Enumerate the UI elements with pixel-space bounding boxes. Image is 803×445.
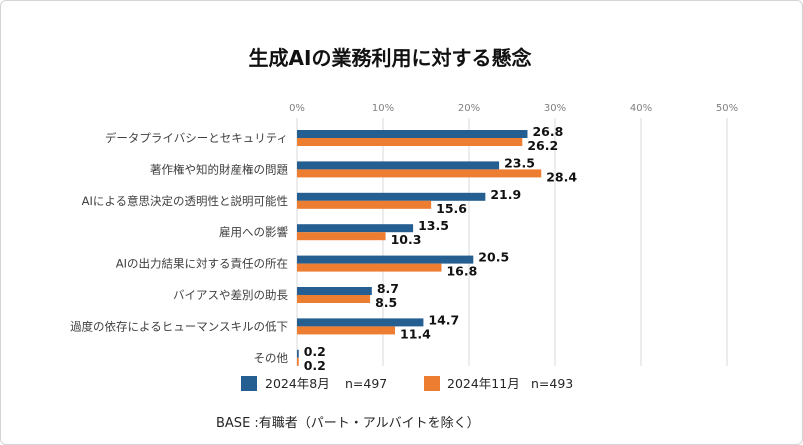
value-label-series-2: 0.2 <box>304 358 326 373</box>
value-label-series-1: 20.5 <box>478 250 509 265</box>
category-label: 雇用への影響 <box>219 225 288 239</box>
value-label-series-2: 26.2 <box>527 138 558 153</box>
bar-series-1 <box>297 287 372 295</box>
legend-label-series-1: 2024年8月 <box>265 376 330 391</box>
chart-title: 生成AIの業務利用に対する懸念 <box>249 46 532 70</box>
legend: 2024年8月 n=497 2024年11月 n=493 <box>241 376 573 391</box>
value-label-series-2: 15.6 <box>436 201 467 216</box>
category-label: その他 <box>254 351 289 365</box>
bar-series-2 <box>297 232 386 241</box>
value-label-series-2: 10.3 <box>391 232 422 247</box>
value-label-series-1: 14.7 <box>428 312 459 327</box>
bar-series-1 <box>297 318 424 327</box>
category-label: 著作権や知的財産権の問題 <box>150 162 288 176</box>
x-tick-label: 0% <box>289 103 305 114</box>
value-label-series-1: 0.2 <box>304 344 326 359</box>
bars <box>297 130 542 366</box>
x-tick-label: 40% <box>630 103 652 114</box>
bar-series-1 <box>297 192 486 201</box>
x-tick-label: 50% <box>716 103 738 114</box>
value-label-series-1: 23.5 <box>504 155 535 170</box>
bar-series-1 <box>297 130 528 138</box>
category-label: バイアスや差別の助長 <box>173 288 288 302</box>
x-tick-label: 30% <box>544 103 566 114</box>
bar-series-1 <box>297 255 474 264</box>
bar-series-2 <box>297 169 542 178</box>
value-label-series-2: 28.4 <box>546 169 577 184</box>
bar-series-2 <box>297 295 371 303</box>
value-label-series-2: 8.5 <box>375 295 397 310</box>
value-label-series-2: 16.8 <box>446 264 477 279</box>
legend-swatch-series-1 <box>241 376 257 391</box>
category-label: AIによる意思決定の透明性と説明可能性 <box>82 194 288 208</box>
bar-series-2 <box>297 263 442 272</box>
value-label-series-1: 8.7 <box>377 281 399 296</box>
value-label-series-1: 13.5 <box>418 218 449 233</box>
value-label-series-1: 21.9 <box>490 187 521 202</box>
bar-series-1 <box>297 224 414 233</box>
legend-n-label-series-1: n=497 <box>345 376 387 391</box>
x-axis-ticks: 0% 10% 20% 30% 40% 50% <box>289 103 738 114</box>
value-label-series-1: 26.8 <box>532 124 563 139</box>
legend-n-label-series-2: n=493 <box>531 376 573 391</box>
bar-series-1 <box>297 349 299 358</box>
base-note: BASE :有職者（パート・アルバイトを除く） <box>216 416 480 431</box>
bar-series-2 <box>297 326 396 335</box>
bar-series-2 <box>297 138 523 146</box>
bar-series-1 <box>297 161 500 170</box>
legend-label-series-2: 2024年11月 <box>447 376 520 391</box>
category-label: 過度の依存によるヒューマンスキルの低下 <box>70 319 288 333</box>
value-label-series-2: 11.4 <box>400 326 431 341</box>
legend-swatch-series-2 <box>424 376 440 391</box>
category-label: AIの出力結果に対する責任の所在 <box>116 257 288 271</box>
x-tick-label: 20% <box>458 103 480 114</box>
category-label: データプライバシーとセキュリティ <box>105 131 288 145</box>
bar-series-2 <box>297 200 432 209</box>
value-labels: 26.8 23.5 21.9 13.5 20.5 8.7 14.7 0.2 26.2 28.4 15… <box>304 124 578 373</box>
bar-series-2 <box>297 357 299 366</box>
x-tick-label: 10% <box>372 103 394 114</box>
